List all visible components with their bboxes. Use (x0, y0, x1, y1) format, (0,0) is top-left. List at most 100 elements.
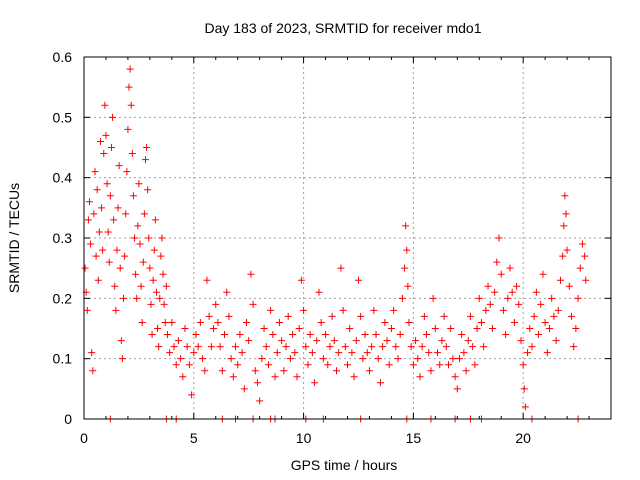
data-point (147, 300, 155, 308)
data-point (99, 246, 107, 254)
data-point (453, 385, 461, 393)
data-point (302, 343, 310, 351)
data-points (81, 65, 590, 423)
data-point (251, 367, 259, 375)
data-point (148, 331, 156, 339)
data-point (190, 349, 198, 357)
data-point (554, 306, 562, 314)
data-point (420, 312, 428, 320)
y-tick-label: 0.4 (53, 170, 73, 186)
data-point (574, 294, 582, 302)
data-point (363, 349, 371, 357)
data-point (88, 349, 96, 357)
data-point (361, 331, 369, 339)
data-point (156, 294, 164, 302)
data-point (123, 168, 131, 176)
data-point (238, 349, 246, 357)
data-point (528, 343, 536, 351)
data-point (181, 325, 189, 332)
data-point (137, 282, 145, 290)
data-point (477, 318, 485, 326)
data-point (438, 337, 446, 345)
data-point (357, 312, 365, 320)
data-point (581, 252, 589, 260)
data-point (85, 198, 93, 206)
data-point (576, 264, 584, 272)
data-point (537, 300, 545, 308)
data-point (260, 325, 268, 332)
data-point (464, 337, 472, 345)
data-point (491, 288, 499, 296)
data-point (114, 204, 122, 212)
data-point (101, 101, 109, 109)
data-point (242, 318, 250, 326)
data-point (403, 246, 411, 254)
data-point (289, 331, 297, 339)
data-point (227, 355, 235, 363)
data-point (365, 367, 373, 375)
data-point (455, 355, 463, 363)
data-point (396, 331, 404, 339)
data-point (166, 349, 174, 357)
data-point (196, 318, 204, 326)
data-point (344, 361, 351, 369)
data-point (109, 113, 117, 121)
data-point (526, 325, 534, 332)
data-point (311, 379, 319, 387)
y-tick-label: 0.3 (53, 230, 73, 246)
data-point (304, 361, 312, 369)
data-point (113, 246, 121, 254)
data-point (550, 312, 558, 320)
data-point (398, 294, 406, 302)
data-point (337, 264, 345, 272)
x-tick-label: 15 (406, 430, 422, 446)
data-point (284, 312, 292, 320)
data-point (234, 361, 242, 369)
data-point (81, 264, 89, 272)
data-point (291, 349, 299, 357)
data-point (93, 186, 101, 194)
data-point (201, 367, 209, 375)
data-point (313, 337, 321, 345)
data-point (218, 367, 226, 375)
data-point (335, 349, 343, 357)
data-point (225, 312, 233, 320)
data-point (423, 331, 431, 339)
data-point (445, 361, 453, 369)
data-point (394, 355, 402, 363)
data-point (372, 331, 380, 339)
data-point (460, 349, 468, 357)
data-point (458, 331, 466, 339)
data-point (159, 270, 167, 278)
data-point (136, 240, 144, 248)
data-point (92, 252, 100, 260)
data-point (405, 318, 413, 326)
data-point (293, 373, 301, 381)
data-point (473, 325, 481, 332)
data-point (205, 312, 213, 320)
data-point (486, 300, 494, 308)
grid (84, 57, 611, 419)
data-point (524, 349, 532, 357)
data-point (278, 337, 286, 345)
data-point (510, 318, 518, 326)
data-point (111, 282, 119, 290)
data-point (183, 343, 191, 351)
data-point (121, 252, 129, 260)
data-point (149, 276, 157, 284)
data-point (240, 385, 248, 393)
data-point (552, 337, 560, 345)
y-tick-label: 0.5 (53, 109, 73, 125)
data-point (262, 343, 270, 351)
data-point (269, 331, 277, 339)
data-point (214, 318, 222, 326)
data-point (471, 361, 479, 369)
data-point (409, 361, 417, 369)
data-point (282, 343, 290, 351)
data-point (223, 288, 231, 296)
data-point (556, 276, 564, 284)
data-point (570, 343, 578, 351)
data-point (434, 349, 442, 357)
data-point (402, 222, 410, 230)
data-point (482, 306, 490, 314)
